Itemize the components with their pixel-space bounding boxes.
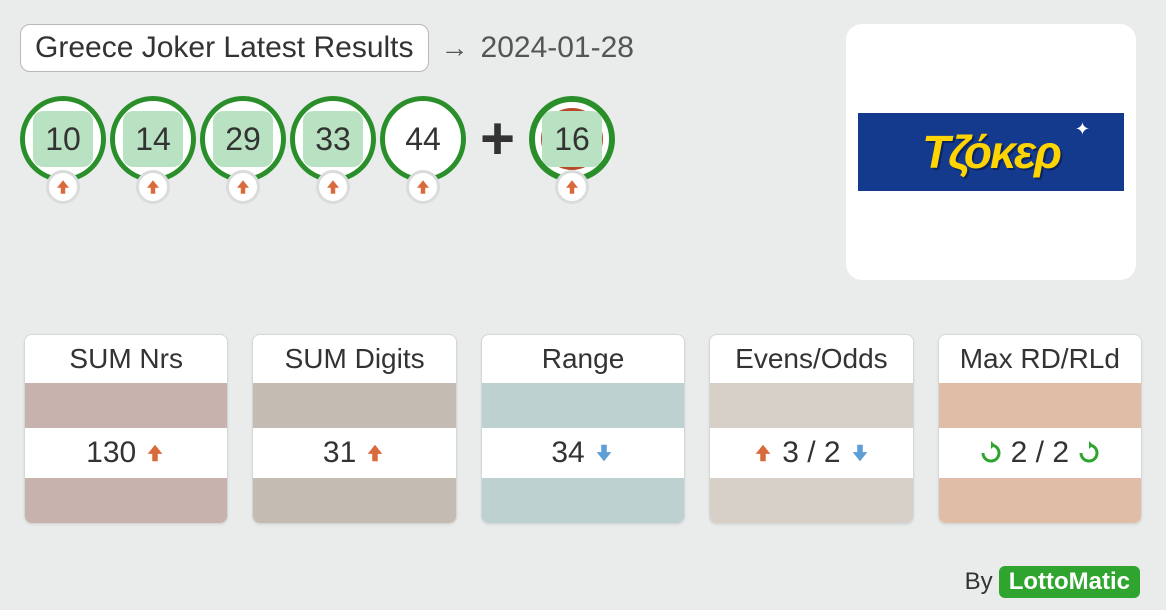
star-icon: ✦ <box>1075 119 1090 140</box>
credit-line: By LottoMatic <box>965 566 1140 598</box>
stat-value: 3 / 2 <box>782 436 840 470</box>
stat-band <box>939 478 1141 523</box>
ball-number: 10 <box>33 111 93 167</box>
arrow-right-icon: → <box>441 32 469 64</box>
stat-band <box>710 478 912 523</box>
stat-card-max-rd-rld: Max RD/RLd 2 / 2 <box>938 334 1142 524</box>
stat-title: SUM Digits <box>253 335 455 383</box>
ball-1: 14 <box>110 96 196 204</box>
plus-separator: + <box>480 96 515 182</box>
stat-title: SUM Nrs <box>25 335 227 383</box>
stat-band <box>482 478 684 523</box>
stat-card-evens-odds: Evens/Odds 3 / 2 <box>709 334 913 524</box>
stat-value-row: 2 / 2 <box>939 428 1141 478</box>
arrow-down-icon <box>593 442 615 464</box>
trend-up-icon <box>136 170 170 204</box>
stat-card-sum-nrs: SUM Nrs 130 <box>24 334 228 524</box>
arrow-up-icon <box>752 442 774 464</box>
stat-value: 2 / 2 <box>1011 436 1069 470</box>
ball-2: 29 <box>200 96 286 204</box>
stat-band <box>25 383 227 428</box>
arrow-up-icon <box>364 442 386 464</box>
ball-3: 33 <box>290 96 376 204</box>
stat-title: Evens/Odds <box>710 335 912 383</box>
trend-up-icon <box>406 170 440 204</box>
stat-value-row: 3 / 2 <box>710 428 912 478</box>
credit-prefix: By <box>965 568 993 596</box>
top-row: Greece Joker Latest Results → 2024-01-28… <box>20 24 1146 280</box>
refresh-icon <box>979 441 1003 465</box>
stat-band <box>482 383 684 428</box>
stat-value-row: 34 <box>482 428 684 478</box>
stat-band <box>939 383 1141 428</box>
refresh-icon <box>1077 441 1101 465</box>
lottery-logo-banner: ✦ Τζόκερ <box>858 113 1124 191</box>
result-date: 2024-01-28 <box>481 31 634 65</box>
credit-badge[interactable]: LottoMatic <box>999 566 1140 598</box>
stat-band <box>710 383 912 428</box>
trend-up-icon <box>226 170 260 204</box>
arrow-up-icon <box>144 442 166 464</box>
stats-row: SUM Nrs 130 SUM Digits 31 Range 34 <box>20 334 1146 524</box>
bonus-number: 16 <box>542 111 602 167</box>
results-column: Greece Joker Latest Results → 2024-01-28… <box>20 24 846 222</box>
ball-0: 10 <box>20 96 106 204</box>
trend-up-icon <box>555 170 589 204</box>
ball-number: 44 <box>393 111 453 167</box>
ball-number: 14 <box>123 111 183 167</box>
stat-band <box>253 478 455 523</box>
stat-value-row: 130 <box>25 428 227 478</box>
lottery-logo-text: Τζόκερ <box>922 125 1060 179</box>
page-title: Greece Joker Latest Results <box>20 24 429 72</box>
trend-up-icon <box>46 170 80 204</box>
stat-value: 31 <box>323 436 356 470</box>
stat-value: 130 <box>86 436 136 470</box>
balls-row: 10 14 29 <box>20 96 846 204</box>
stat-value-row: 31 <box>253 428 455 478</box>
arrow-down-icon <box>849 442 871 464</box>
stat-title: Max RD/RLd <box>939 335 1141 383</box>
bonus-ball: 16 <box>529 96 615 204</box>
lottery-logo-card: ✦ Τζόκερ <box>846 24 1136 280</box>
ball-number: 33 <box>303 111 363 167</box>
ball-number: 29 <box>213 111 273 167</box>
stat-value: 34 <box>551 436 584 470</box>
stat-card-sum-digits: SUM Digits 31 <box>252 334 456 524</box>
stat-card-range: Range 34 <box>481 334 685 524</box>
stat-band <box>253 383 455 428</box>
title-row: Greece Joker Latest Results → 2024-01-28 <box>20 24 846 72</box>
trend-up-icon <box>316 170 350 204</box>
main-panel: Greece Joker Latest Results → 2024-01-28… <box>0 0 1166 544</box>
ball-4: 44 <box>380 96 466 204</box>
stat-band <box>25 478 227 523</box>
stat-title: Range <box>482 335 684 383</box>
